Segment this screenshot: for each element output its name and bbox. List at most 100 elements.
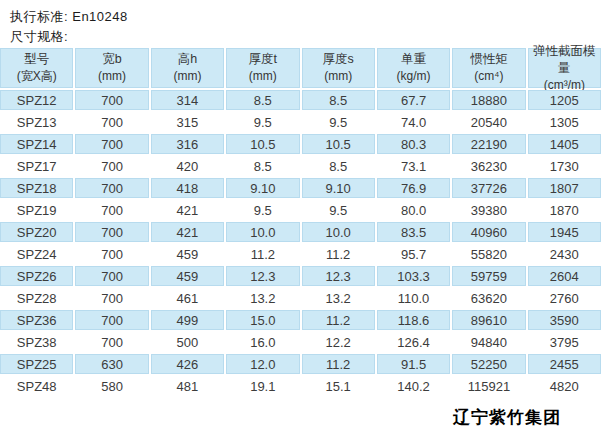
table-cell: 11.2 — [226, 244, 299, 264]
header-unit: (宽X高) — [17, 68, 57, 85]
model-cell: SPZ18 — [0, 178, 73, 198]
standard-note: 执行标准: En10248 — [10, 7, 601, 27]
table-cell: 459 — [151, 244, 224, 264]
table-cell: 1305 — [528, 112, 601, 132]
top-notes: 执行标准: En10248 尺寸规格: — [0, 0, 601, 47]
table-cell: 420 — [151, 156, 224, 176]
table-cell: 73.1 — [377, 156, 450, 176]
model-cell: SPZ14 — [0, 134, 73, 154]
table-cell: 426 — [151, 354, 224, 374]
table-cell: 8.5 — [226, 90, 299, 110]
table-cell: 74.0 — [377, 112, 450, 132]
table-cell: 1205 — [528, 90, 601, 110]
table-cell: 11.2 — [302, 244, 375, 264]
table-cell: 140.2 — [377, 376, 450, 396]
table-cell: 10.5 — [226, 134, 299, 154]
table-cell: 421 — [151, 200, 224, 220]
header-label: 宽b — [102, 51, 121, 68]
table-cell: 418 — [151, 178, 224, 198]
table-cell: 700 — [75, 222, 148, 242]
table-cell: 630 — [75, 354, 148, 374]
table-cell: 11.2 — [302, 354, 375, 374]
header-label: 弹性截面模量 — [529, 43, 600, 77]
table-cell: 63620 — [452, 288, 525, 308]
table-cell: 700 — [75, 156, 148, 176]
table-cell: 700 — [75, 310, 148, 330]
table-cell: 55820 — [452, 244, 525, 264]
model-cell: SPZ17 — [0, 156, 73, 176]
table-cell: 700 — [75, 332, 148, 352]
table-header-cell: 单重(kg/m) — [377, 48, 450, 88]
table-cell: 1807 — [528, 178, 601, 198]
model-cell: SPZ12 — [0, 90, 73, 110]
table-cell: 1730 — [528, 156, 601, 176]
model-cell: SPZ38 — [0, 332, 73, 352]
table-cell: 8.5 — [302, 90, 375, 110]
table-cell: 36230 — [452, 156, 525, 176]
table-cell: 22190 — [452, 134, 525, 154]
table-cell: 94840 — [452, 332, 525, 352]
table-cell: 2455 — [528, 354, 601, 374]
table-cell: 15.0 — [226, 310, 299, 330]
table-cell: 95.7 — [377, 244, 450, 264]
table-cell: 13.2 — [226, 288, 299, 308]
header-label: 型号 — [24, 51, 49, 68]
table-cell: 4820 — [528, 376, 601, 396]
table-header-cell: 惯性矩(cm⁴) — [452, 48, 525, 88]
table-cell: 110.0 — [377, 288, 450, 308]
model-cell: SPZ13 — [0, 112, 73, 132]
table-cell: 9.10 — [302, 178, 375, 198]
header-unit: (cm⁴) — [474, 68, 503, 85]
table-cell: 9.5 — [226, 112, 299, 132]
table-cell: 459 — [151, 266, 224, 286]
table-cell: 126.4 — [377, 332, 450, 352]
table-cell: 700 — [75, 112, 148, 132]
spec-table: 型号(宽X高)宽b(mm)高h(mm)厚度t(mm)厚度s(mm)单重(kg/m… — [0, 48, 601, 396]
table-header-cell: 型号(宽X高) — [0, 48, 73, 88]
table-cell: 700 — [75, 178, 148, 198]
table-header-cell: 宽b(mm) — [75, 48, 148, 88]
spec-note: 尺寸规格: — [10, 27, 601, 47]
table-cell: 9.5 — [302, 200, 375, 220]
model-cell: SPZ48 — [0, 376, 73, 396]
table-cell: 700 — [75, 244, 148, 264]
table-cell: 3590 — [528, 310, 601, 330]
table-cell: 115921 — [452, 376, 525, 396]
table-cell: 700 — [75, 134, 148, 154]
header-unit: (kg/m) — [397, 68, 431, 85]
table-cell: 76.9 — [377, 178, 450, 198]
table-cell: 10.0 — [302, 222, 375, 242]
table-cell: 118.6 — [377, 310, 450, 330]
model-cell: SPZ26 — [0, 266, 73, 286]
table-cell: 700 — [75, 288, 148, 308]
table-cell: 91.5 — [377, 354, 450, 374]
table-cell: 40960 — [452, 222, 525, 242]
table-cell: 499 — [151, 310, 224, 330]
page: 执行标准: En10248 尺寸规格: 型号(宽X高)宽b(mm)高h(mm)厚… — [0, 0, 601, 444]
table-cell: 13.2 — [302, 288, 375, 308]
table-cell: 20540 — [452, 112, 525, 132]
model-cell: SPZ19 — [0, 200, 73, 220]
table-cell: 52250 — [452, 354, 525, 374]
model-cell: SPZ20 — [0, 222, 73, 242]
table-cell: 67.7 — [377, 90, 450, 110]
table-cell: 18880 — [452, 90, 525, 110]
table-cell: 314 — [151, 90, 224, 110]
table-cell: 315 — [151, 112, 224, 132]
model-cell: SPZ24 — [0, 244, 73, 264]
table-cell: 15.1 — [302, 376, 375, 396]
table-cell: 3795 — [528, 332, 601, 352]
table-cell: 83.5 — [377, 222, 450, 242]
header-label: 惯性矩 — [470, 51, 508, 68]
model-cell: SPZ36 — [0, 310, 73, 330]
table-header-cell: 弹性截面模量(cm³/m) — [528, 48, 601, 88]
table-cell: 80.3 — [377, 134, 450, 154]
company-name: 辽宁紫竹集团 — [453, 406, 561, 429]
header-unit: (mm) — [173, 68, 201, 85]
model-cell: SPZ25 — [0, 354, 73, 374]
table-header-cell: 厚度s(mm) — [302, 48, 375, 88]
table-cell: 481 — [151, 376, 224, 396]
table-cell: 1870 — [528, 200, 601, 220]
table-cell: 580 — [75, 376, 148, 396]
table-cell: 12.2 — [302, 332, 375, 352]
